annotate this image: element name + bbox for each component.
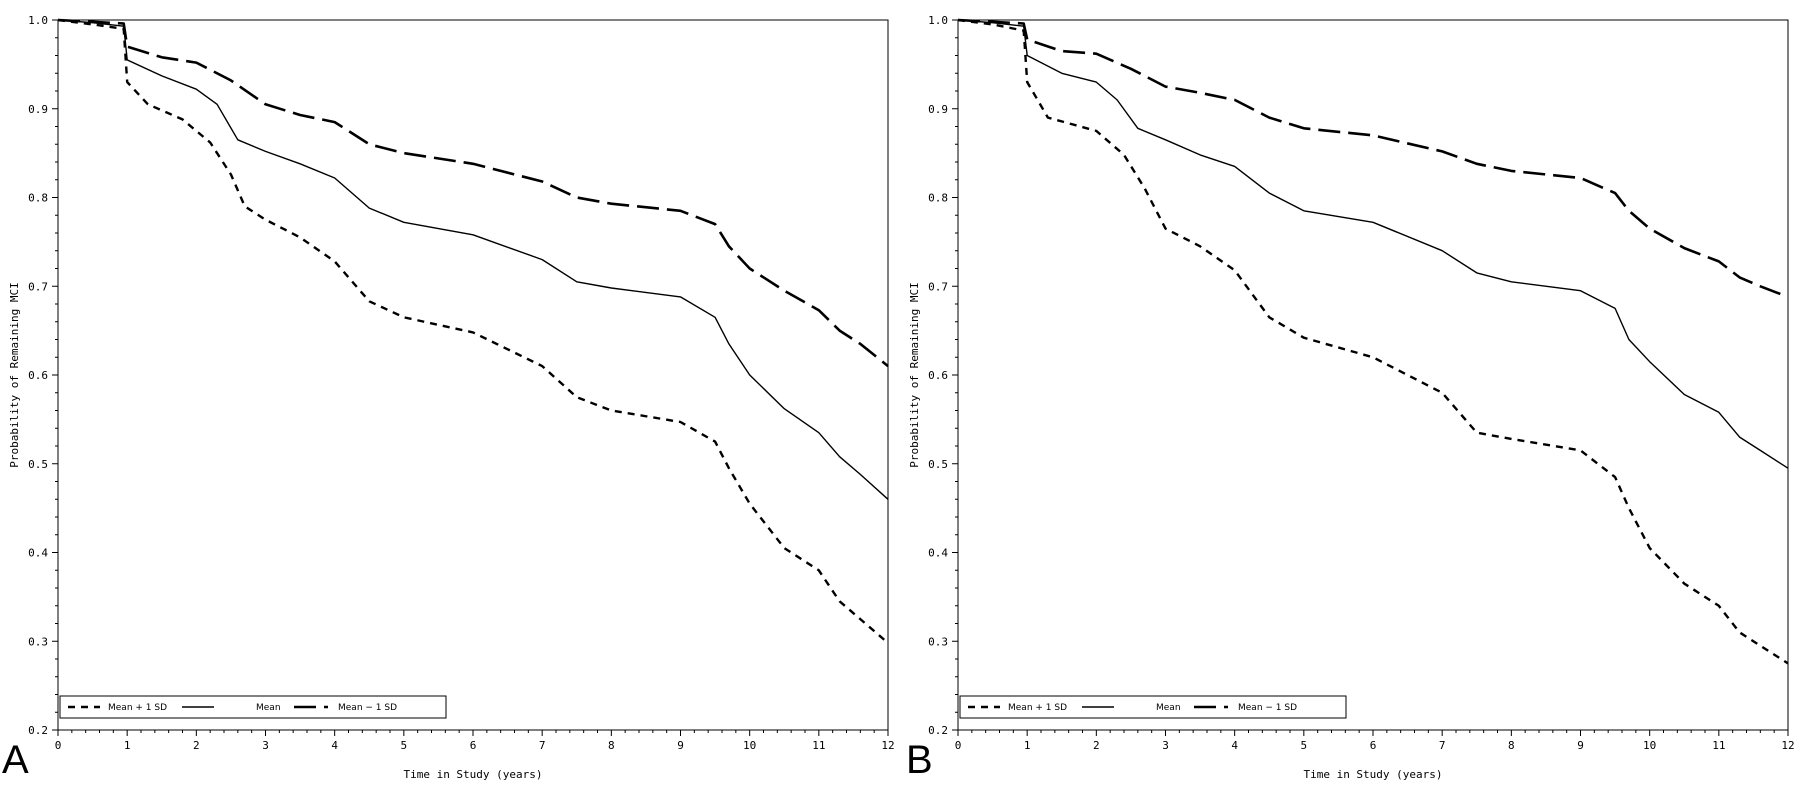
x-tick-label: 1 — [124, 739, 131, 752]
panel-a: 0 1 2 3 4 5 6 7 8 9 10 11 12 0.2 0.3 0.4 0.5 0.6 0.7 0.8 0.9… — [2, 14, 895, 782]
x-tick-label: 3 — [1162, 739, 1169, 752]
y-tick-label: 0.2 — [28, 724, 48, 737]
x-tick-label: 2 — [193, 739, 200, 752]
x-tick-label: 2 — [1093, 739, 1100, 752]
x-tick-label: 5 — [1301, 739, 1308, 752]
legend-label-2: Mean − 1 SD — [338, 703, 397, 713]
y-tick-label: 0.3 — [28, 635, 48, 648]
series-line-1 — [57, 19, 889, 500]
y-tick-label: 0.4 — [928, 547, 948, 560]
legend-box — [959, 695, 1347, 719]
y-tick-label: 0.5 — [928, 458, 948, 471]
x-tick-label: 6 — [1370, 739, 1377, 752]
x-tick-label: 0 — [955, 739, 962, 752]
x-tick-label: 5 — [401, 739, 408, 752]
legend-label-0: Mean + 1 SD — [1008, 703, 1067, 713]
x-tick-label: 10 — [743, 739, 756, 752]
series-line-2 — [957, 18, 1789, 299]
y-tick-label: 0.6 — [928, 369, 948, 382]
chart-b-svg: 0 1 2 3 4 5 6 7 8 9 10 11 120.20.30.40.50.60.70.80.9… — [908, 14, 1795, 781]
x-tick-label: 0 — [55, 739, 62, 752]
x-tick-label: 11 — [812, 739, 825, 752]
y-tick-label: 0.9 — [928, 103, 948, 116]
panel-b: 0 1 2 3 4 5 6 7 8 9 10 11 12 0.2 0.3 0.4 0.5 0.6 0.7 0.8 0.9… — [900, 0, 1800, 788]
x-tick-label: 3 — [262, 739, 269, 752]
series-line-0 — [57, 18, 889, 644]
x-tick-label: 10 — [1643, 739, 1656, 752]
y-tick-label: 0.2 — [928, 724, 948, 737]
x-tick-label: 1 — [1024, 739, 1031, 752]
legend-box — [59, 695, 447, 719]
panel-label-a: A — [2, 738, 29, 782]
x-tick-label: 9 — [1577, 739, 1584, 752]
series-line-1 — [957, 19, 1789, 469]
x-tick-label: 7 — [1439, 739, 1446, 752]
y-tick-label: 0.6 — [28, 369, 48, 382]
x-tick-label: 12 — [881, 739, 894, 752]
legend-label-2: Mean − 1 SD — [1238, 703, 1297, 713]
series-line-0 — [957, 18, 1789, 665]
chart-a-svg: 0 1 2 3 4 5 6 7 8 9 10 11 120.20.30.40.50.60.70.80.9… — [8, 14, 895, 781]
y-tick-label: 1.0 — [928, 14, 948, 27]
y-tick-label: 0.7 — [28, 280, 48, 293]
x-tick-label: 7 — [539, 739, 546, 752]
y-tick-label: 0.5 — [28, 458, 48, 471]
x-axis-title: Time in Study (years) — [1303, 768, 1442, 781]
y-tick-label: 0.8 — [28, 192, 48, 205]
y-axis-title: Probability of Remaining MCI — [8, 282, 21, 467]
y-tick-label: 1.0 — [28, 14, 48, 27]
x-tick-label: 12 — [1781, 739, 1794, 752]
x-tick-label: 4 — [1231, 739, 1238, 752]
x-axis-title: Time in Study (years) — [403, 768, 542, 781]
panel-label-b: B — [906, 738, 933, 782]
y-tick-label: 0.8 — [928, 192, 948, 205]
x-tick-label: 8 — [608, 739, 615, 752]
y-tick-label: 0.4 — [28, 547, 48, 560]
plot-frame — [57, 19, 889, 731]
y-tick-label: 0.9 — [28, 103, 48, 116]
legend-label-0: Mean + 1 SD — [108, 703, 167, 713]
series-line-2 — [57, 18, 889, 368]
y-tick-label: 0.3 — [928, 635, 948, 648]
x-tick-label: 9 — [677, 739, 684, 752]
y-axis-title: Probability of Remaining MCI — [908, 282, 921, 467]
y-tick-label: 0.7 — [928, 280, 948, 293]
x-tick-label: 4 — [331, 739, 338, 752]
legend-label-1: Mean — [256, 703, 281, 713]
x-tick-label: 6 — [470, 739, 477, 752]
legend-label-1: Mean — [1156, 703, 1181, 713]
x-tick-label: 11 — [1712, 739, 1725, 752]
x-tick-label: 8 — [1508, 739, 1515, 752]
